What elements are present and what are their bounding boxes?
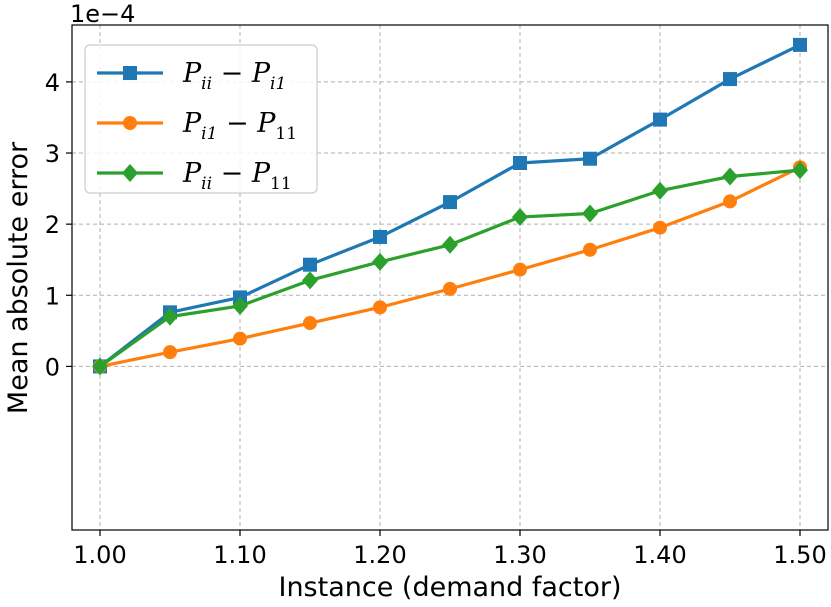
- ticks: 1.00 1.10 1.20 1.30 1.40 1.50 0 1 2 3 4: [45, 69, 827, 569]
- data-point: [303, 316, 317, 331]
- x-tick-label: 1.50: [773, 541, 826, 569]
- y-tick-label: 3: [45, 140, 60, 168]
- y-axis-label: Mean absolute error: [3, 141, 34, 414]
- legend-marker: [123, 66, 137, 80]
- data-point: [162, 307, 178, 326]
- data-point: [372, 252, 388, 271]
- legend-entry-2: Pii − P11: [97, 158, 292, 194]
- grid: [72, 25, 828, 530]
- legend: Pii − Pi1 Pi1 − P11 Pii − P11: [84, 44, 318, 194]
- data-point: [302, 271, 318, 290]
- data-point: [582, 204, 598, 223]
- y-tick-label: 4: [45, 69, 60, 97]
- data-point: [653, 220, 667, 235]
- x-tick-label: 1.00: [73, 541, 126, 569]
- legend-marker: [122, 164, 138, 182]
- data-point: [92, 357, 108, 376]
- y-tick-label: 0: [45, 353, 60, 381]
- data-point: [583, 151, 597, 166]
- legend-marker: [123, 116, 137, 130]
- data-point: [163, 345, 177, 360]
- x-axis-label: Instance (demand factor): [278, 572, 621, 603]
- data-point: [653, 112, 667, 127]
- data-point: [513, 155, 527, 170]
- series-layer: [92, 37, 808, 376]
- offset-text: 1e−4: [70, 0, 135, 28]
- data-point: [583, 242, 597, 257]
- data-point: [303, 257, 317, 272]
- series-2: [92, 161, 808, 376]
- data-point: [443, 195, 457, 210]
- data-point: [442, 235, 458, 254]
- legend-entry-0: Pii − Pi1: [97, 58, 286, 94]
- x-tick-label: 1.40: [633, 541, 686, 569]
- data-point: [232, 296, 248, 315]
- x-tick-label: 1.20: [353, 541, 406, 569]
- legend-label: Pi1 − P11: [182, 108, 297, 144]
- data-point: [373, 229, 387, 244]
- plot-frame: [71, 24, 829, 531]
- y-tick-label: 1: [45, 282, 60, 310]
- legend-label: Pii − Pi1: [182, 58, 286, 94]
- data-point: [443, 281, 457, 296]
- legend-box: [84, 44, 318, 194]
- x-tick-label: 1.30: [493, 541, 546, 569]
- y-tick-label: 2: [45, 211, 60, 239]
- legend-label: Pii − P11: [182, 158, 292, 194]
- data-point: [792, 161, 808, 180]
- legend-entry-1: Pi1 − P11: [97, 108, 297, 144]
- data-point: [793, 37, 807, 52]
- data-point: [722, 167, 738, 186]
- data-point: [513, 262, 527, 277]
- data-point: [652, 181, 668, 200]
- data-point: [723, 194, 737, 209]
- data-point: [233, 331, 247, 346]
- data-point: [512, 208, 528, 227]
- data-point: [723, 72, 737, 87]
- data-point: [373, 300, 387, 315]
- series-0: [93, 37, 807, 374]
- series-1: [93, 160, 807, 374]
- x-tick-label: 1.10: [213, 541, 266, 569]
